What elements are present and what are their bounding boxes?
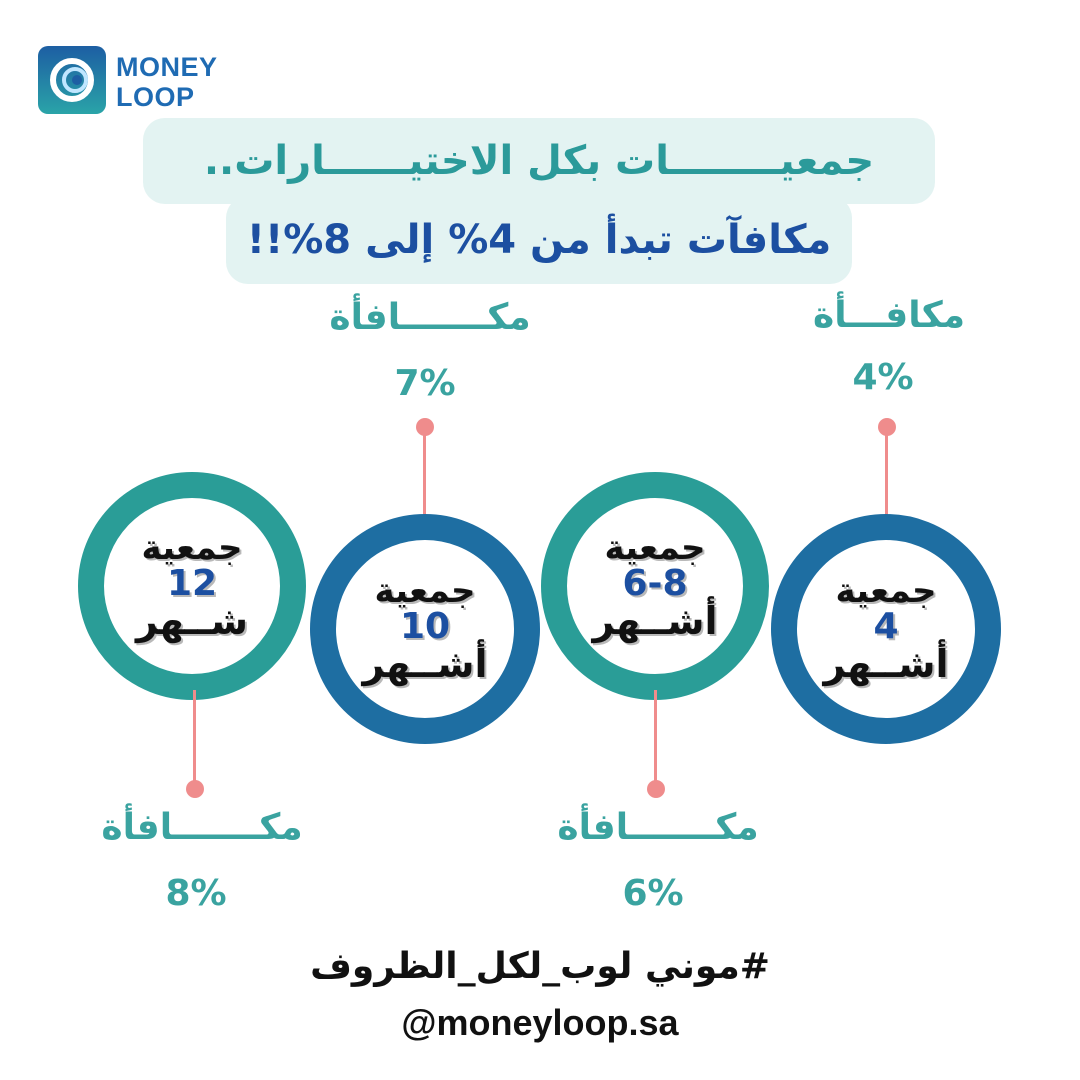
circle-12-months: جمعية 12 شــهر — [78, 472, 306, 700]
circle-title: جمعية — [835, 570, 937, 611]
reward-label-6-8-months: مكـــــــافأة — [557, 807, 759, 848]
logo-wordmark: MONEY LOOP — [116, 52, 256, 112]
money-loop-logo-icon — [38, 46, 106, 114]
circle-unit: أشــهر — [362, 642, 488, 687]
circle-10-months: جمعية 10 أشــهر — [310, 514, 540, 744]
connector-dot-6-8-months — [647, 780, 665, 798]
reward-value-12-months: 8% — [165, 873, 227, 914]
logo-line-1: MONEY — [116, 52, 218, 82]
connector-line-10-months — [423, 430, 426, 526]
circle-6-8-months: جمعية 6-8 أشــهر — [541, 472, 769, 700]
reward-label-4-months: مكافـــأة — [813, 295, 965, 336]
connector-dot-12-months — [186, 780, 204, 798]
connector-line-6-8-months — [654, 690, 657, 790]
reward-label-10-months: مكـــــــافأة — [329, 297, 531, 338]
circle-number: 6-8 — [622, 562, 688, 604]
reward-value-6-8-months: 6% — [622, 873, 684, 914]
reward-value-4-months: 4% — [852, 357, 914, 398]
circle-title: جمعية — [604, 527, 706, 568]
reward-label-12-months: مكـــــــافأة — [101, 807, 303, 848]
circle-title: جمعية — [374, 570, 476, 611]
connector-dot-10-months — [416, 418, 434, 436]
logo-line-2: LOOP — [116, 82, 195, 112]
circle-unit: شــهر — [135, 599, 249, 644]
circle-4-months: جمعية 4 أشــهر — [771, 514, 1001, 744]
reward-value-10-months: 7% — [394, 363, 456, 404]
headline-line-1: جمعيــــــــات بكل الاختيــــــارات.. — [143, 118, 935, 204]
circle-number: 12 — [166, 562, 218, 604]
connector-dot-4-months — [878, 418, 896, 436]
connector-line-12-months — [193, 690, 196, 790]
connector-line-4-months — [885, 430, 888, 530]
footer-hashtag: #موني لوب_لكل_الظروف — [310, 946, 770, 987]
circle-number: 4 — [873, 605, 899, 647]
circle-unit: أشــهر — [823, 642, 949, 687]
headline-line-2: مكافآت تبدأ من 4% إلى 8%!! — [226, 196, 852, 284]
circle-title: جمعية — [141, 527, 243, 568]
footer-social-handle: @moneyloop.sa — [401, 1002, 679, 1043]
circle-unit: أشــهر — [592, 599, 718, 644]
circle-number: 10 — [399, 605, 451, 647]
